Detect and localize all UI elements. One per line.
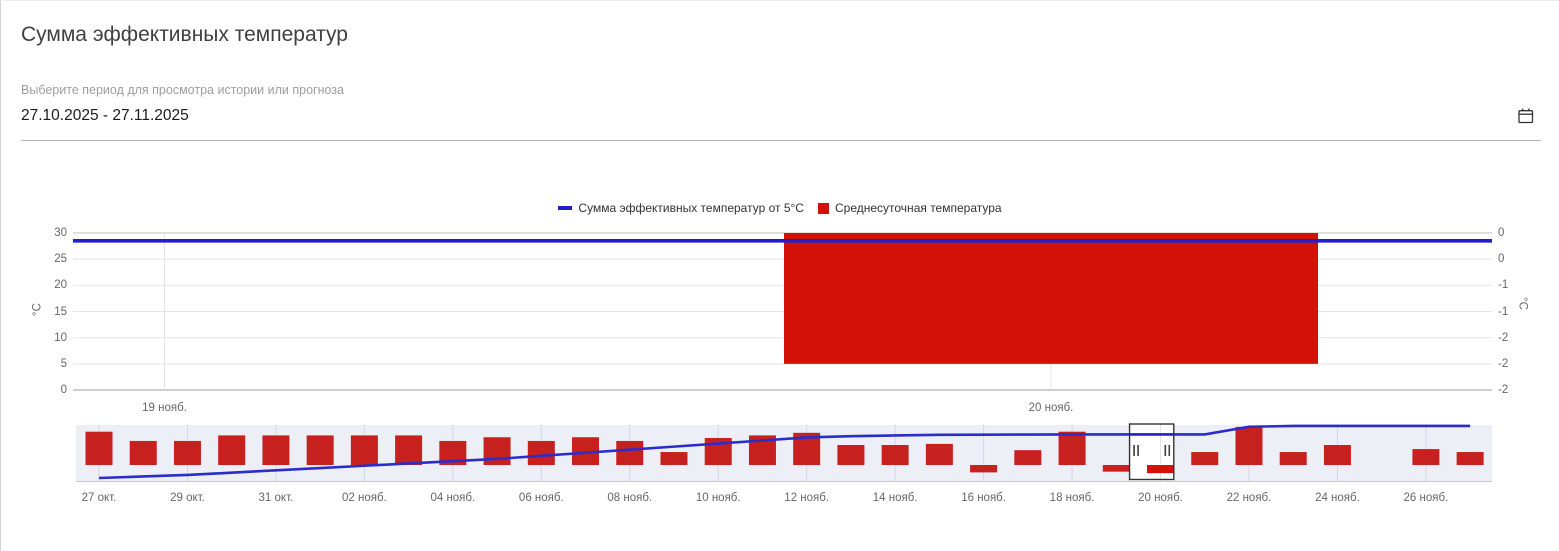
- navigator-tick-label: 02 нояб.: [342, 492, 387, 504]
- navigator-bar: [129, 440, 157, 465]
- navigator-bar: [970, 465, 998, 473]
- x-axis-tick: 20 нояб.: [1028, 402, 1074, 414]
- navigator-selection-window[interactable]: [1128, 423, 1175, 481]
- navigator-bar: [173, 440, 201, 465]
- period-hint: Выберите период для просмотра истории ил…: [21, 83, 344, 97]
- navigator-tick-label: 27 окт.: [81, 492, 117, 504]
- y-axis-left-tick: 30: [54, 227, 67, 239]
- selection-handle-right[interactable]: [1164, 445, 1167, 456]
- navigator-tick-label: 22 нояб.: [1226, 492, 1272, 504]
- navigator-tick-label: 04 нояб.: [430, 492, 476, 504]
- navigator-bar: [1058, 431, 1086, 465]
- y-axis-left-tick: 25: [54, 253, 67, 266]
- navigator-bar: [1279, 452, 1307, 465]
- navigator-tick-label: 20 нояб.: [1138, 492, 1183, 504]
- selection-handle-left[interactable]: [1133, 445, 1135, 456]
- y-axis-left-tick: 20: [54, 279, 67, 292]
- page-title: Сумма эффективных температур: [21, 23, 348, 46]
- navigator-tick-label: 14 нояб.: [872, 492, 918, 504]
- navigator-tick-label: 08 нояб.: [607, 492, 653, 504]
- navigator-bar: [350, 435, 378, 465]
- y-axis-left-tick: 0: [60, 384, 67, 396]
- y-axis-right-tick: -2: [1498, 384, 1509, 396]
- navigator-tick-label: 26 нояб.: [1403, 492, 1449, 504]
- navigator-tick-label: 31 окт.: [258, 492, 294, 504]
- navigator-bar: [660, 452, 688, 465]
- y-axis-left-tick: 5: [60, 357, 67, 370]
- navigator-bar: [616, 440, 644, 465]
- navigator-line: [98, 424, 1471, 480]
- navigator-mask-right[interactable]: [1173, 425, 1492, 481]
- navigator-tick-label: 12 нояб.: [784, 492, 830, 504]
- y-axis-left-tick: 10: [54, 331, 67, 344]
- chart-legend: Сумма эффективных температур от 5°C Сред…: [1, 201, 1559, 215]
- navigator-tick-label: 24 нояб.: [1315, 492, 1360, 504]
- legend-label: Сумма эффективных температур от 5°C: [578, 201, 804, 215]
- x-axis-tick: 19 нояб.: [142, 402, 187, 414]
- legend-label: Среднесуточная температура: [834, 201, 1002, 215]
- navigator-bar: [1191, 452, 1219, 465]
- y-axis-right-tick: 0: [1498, 227, 1505, 239]
- y-axis-right-tick: 0: [1498, 253, 1505, 266]
- navigator-bar: [1323, 445, 1351, 465]
- legend-item-avg-temp[interactable]: Среднесуточная температура: [817, 201, 1002, 215]
- navigator-tick-label: 06 нояб.: [518, 492, 564, 504]
- navigator-bar: [1412, 449, 1440, 465]
- navigator-bar: [1014, 450, 1042, 465]
- navigator-bar: [306, 435, 334, 465]
- y-axis-right-tick: -1: [1498, 279, 1509, 292]
- y-axis-left-tick: 15: [54, 305, 67, 318]
- navigator-tick-label: 18 нояб.: [1049, 492, 1095, 504]
- y-axis-left-unit: °C: [31, 303, 44, 316]
- navigator-bar: [1102, 465, 1130, 472]
- navigator-bar: [1147, 465, 1175, 474]
- y-axis-right-unit: °C: [1516, 297, 1529, 310]
- navigator-bar: [395, 435, 423, 465]
- square-marker-icon: [817, 202, 829, 214]
- legend-item-sum-line[interactable]: Сумма эффективных температур от 5°C: [558, 201, 804, 215]
- navigator-bar: [1456, 452, 1484, 465]
- navigator-bar: [218, 435, 246, 465]
- y-axis-right-tick: -1: [1498, 305, 1509, 318]
- y-axis-right-tick: -2: [1498, 357, 1509, 370]
- selection-handle-right[interactable]: [1168, 445, 1171, 456]
- calendar-icon[interactable]: [1517, 107, 1535, 125]
- navigator-bar: [837, 445, 865, 465]
- divider: [21, 140, 1541, 141]
- navigator-bar: [1235, 426, 1263, 465]
- navigator-tick-label: 16 нояб.: [961, 492, 1006, 504]
- navigator-bar: [881, 445, 909, 465]
- navigator-mask-left[interactable]: [76, 425, 1130, 481]
- selection-handle-left[interactable]: [1137, 445, 1139, 456]
- y-axis-right-tick: -2: [1498, 331, 1509, 344]
- navigator-tick-label: 10 нояб.: [695, 492, 741, 504]
- navigator-bar: [925, 443, 953, 465]
- navigator-bar: [527, 440, 555, 465]
- navigator-bar: [85, 431, 113, 465]
- avg-temp-column[interactable]: [784, 233, 1318, 364]
- navigator-tick-label: 29 окт.: [170, 492, 205, 504]
- line-marker-icon: [558, 206, 573, 210]
- navigator-bar: [262, 435, 290, 465]
- date-range-input[interactable]: 27.10.2025 - 27.11.2025: [21, 107, 189, 124]
